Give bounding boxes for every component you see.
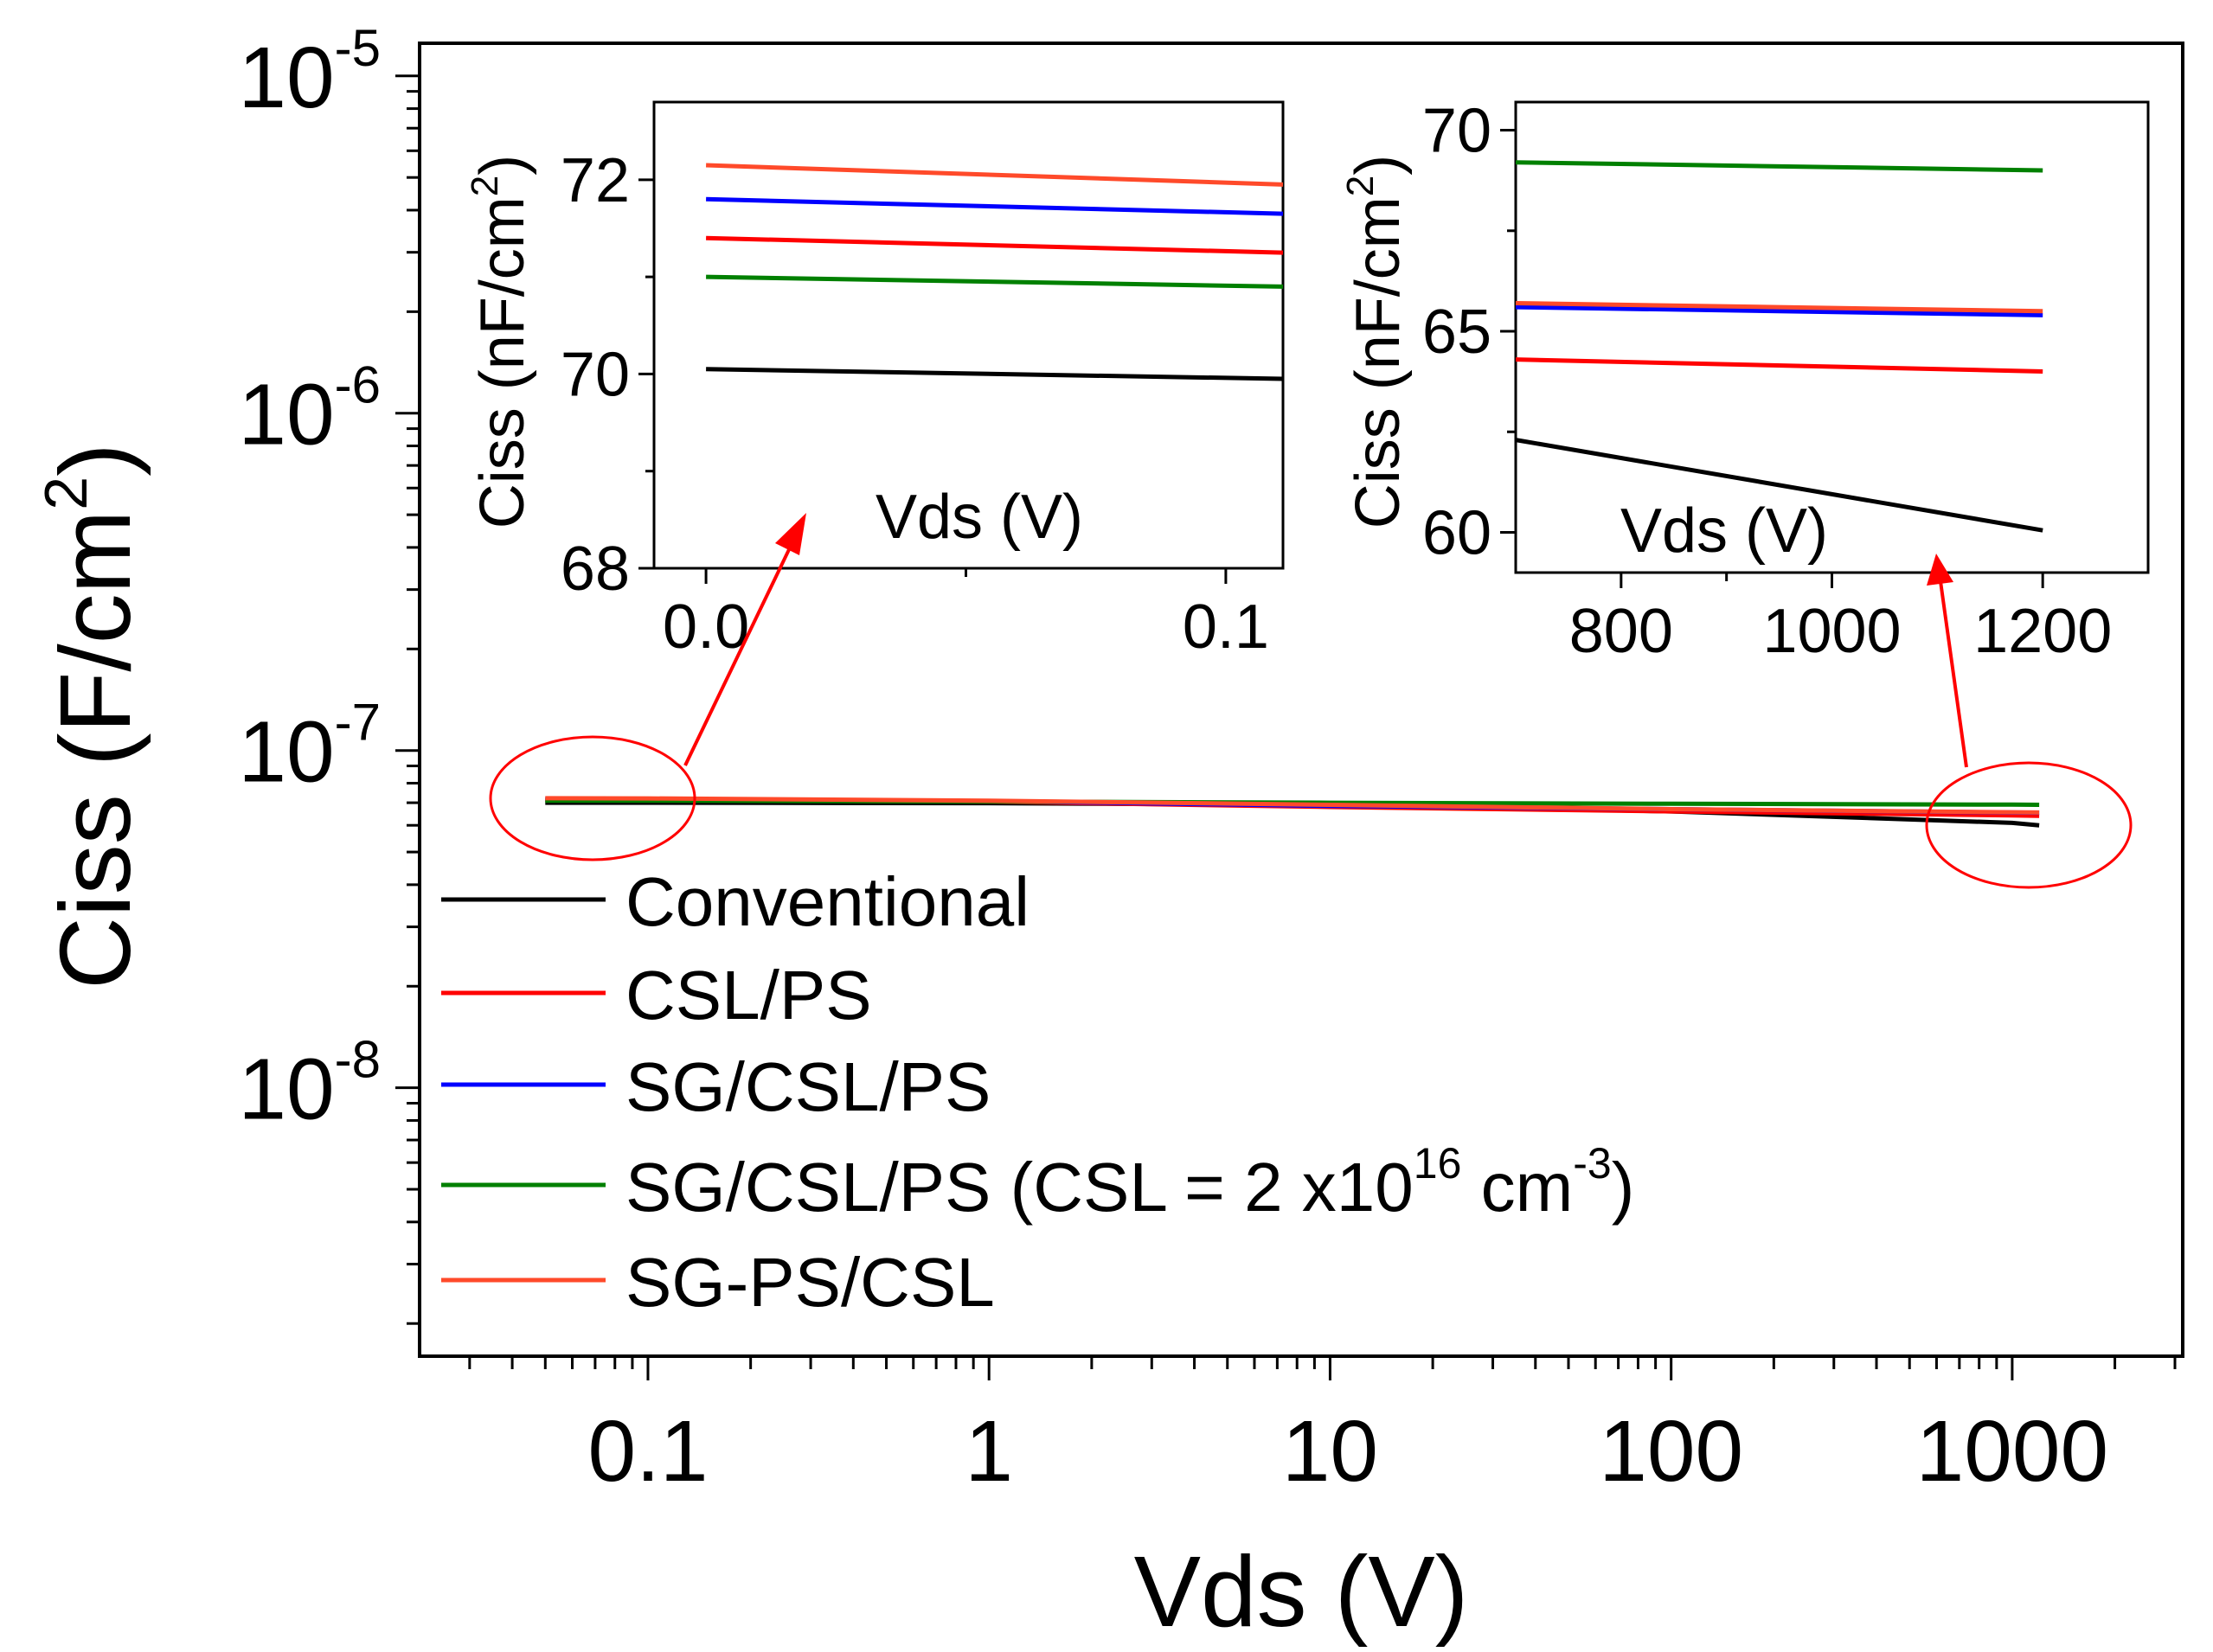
x-tick-label: 1: [965, 1403, 1013, 1500]
x-axis-title: Vds (V): [1134, 1535, 1469, 1648]
legend-label: SG/CSL/PS (CSL = 2 x1016 cm-3): [625, 1139, 1634, 1226]
main-plot-frame: [418, 42, 2184, 1358]
y-tick-label: 10-7: [238, 694, 381, 801]
inset-y-axis-title-sup: 2: [464, 176, 506, 196]
legend-label-sup: 16: [1414, 1139, 1462, 1188]
legend-label-text: cm: [1461, 1149, 1573, 1226]
inset-x-tick-label: 800: [1569, 597, 1673, 666]
inset-y-axis-title-main: Ciss (nF/cm: [1344, 196, 1413, 528]
y-tick-label: 10-8: [238, 1031, 381, 1138]
x-tick-label: 1000: [1916, 1403, 2108, 1500]
legend-label: Conventional: [625, 863, 1030, 940]
inset-chart-high-vds: 800 1000 1200 60 65 70 Vds (V) Ciss (nF/cm2): [1339, 97, 2150, 666]
inset-frame: [652, 100, 1285, 570]
legend-label-text: Conventional: [625, 863, 1030, 940]
y-tick-label: 10-6: [238, 356, 381, 464]
legend-label-text: SG/CSL/PS: [625, 1048, 991, 1125]
x-tick-label: 0.1: [587, 1403, 708, 1500]
inset-series-line: [706, 163, 1284, 187]
inset-y-axis-title: Ciss (nF/cm2): [1339, 155, 1413, 528]
arrow-head-left: [775, 513, 806, 555]
inset-series-line: [706, 235, 1284, 255]
inset-y-axis-title-sup: 2: [1339, 176, 1382, 196]
legend-label-text: SG/CSL/PS (CSL = 2 x10: [625, 1149, 1414, 1226]
inset-y-tick-label: 68: [561, 535, 630, 604]
y-tick-exponent: -6: [335, 356, 381, 414]
arrow-line-left: [683, 540, 795, 766]
inset-y-axis-title-main: Ciss (nF/cm: [468, 196, 537, 528]
inset-series-line: [1515, 160, 2043, 173]
inset-series-line: [1515, 438, 2043, 533]
y-tick-base: 10: [238, 367, 334, 464]
x-tick-label: 100: [1599, 1403, 1743, 1500]
inset-x-axis-title: Vds (V): [876, 483, 1083, 552]
y-tick-base: 10: [238, 1041, 334, 1138]
inset-x-tick-label: 0.1: [1183, 592, 1269, 662]
legend-label: SG/CSL/PS: [625, 1048, 991, 1125]
y-axis-title-close: ): [39, 443, 151, 477]
inset-y-tick-label: 70: [561, 340, 630, 409]
legend-label-sup: -3: [1573, 1139, 1611, 1188]
inset-y-tick-label: 70: [1422, 97, 1491, 166]
legend-label-text: SG-PS/CSL: [625, 1244, 995, 1321]
y-tick-base: 10: [238, 29, 334, 126]
arrow-line-right: [1939, 580, 1968, 768]
legend-label-text: CSL/PS: [625, 957, 872, 1034]
inset-y-axis-title: Ciss (nF/cm2): [464, 155, 537, 528]
inset-y-tick-label: 60: [1422, 499, 1491, 568]
legend-label: CSL/PS: [625, 957, 872, 1034]
inset-x-axis-title: Vds (V): [1620, 496, 1828, 566]
inset-x-tick-label: 0.0: [663, 592, 749, 662]
inset-series-line: [706, 274, 1284, 289]
inset-chart-low-vds: 0.0 0.1 68 70 72 Vds (V) Ciss (nF/cm2): [464, 100, 1285, 662]
y-tick-exponent: -7: [335, 694, 381, 752]
inset-series-line: [1515, 301, 2043, 314]
arrow-head-right: [1927, 554, 1953, 586]
legend-label-text: ): [1612, 1149, 1635, 1226]
inset-y-axis-title-close: ): [1344, 155, 1413, 176]
highlight-ellipse-high: [1925, 761, 2133, 889]
inset-series-line: [706, 367, 1284, 381]
legend: Conventional CSL/PS SG/CSL/PS SG/CSL/PS (CS…: [441, 863, 1634, 1321]
y-tick-exponent: -8: [335, 1031, 381, 1089]
inset-x-tick-label: 1000: [1762, 597, 1901, 666]
y-axis-title-sup: 2: [32, 477, 99, 510]
y-axis-title-main: Ciss (F/cm: [39, 510, 151, 989]
x-tick-label: 10: [1282, 1403, 1378, 1500]
inset-series-line: [1515, 304, 2043, 317]
legend-label: SG-PS/CSL: [625, 1244, 995, 1321]
y-tick-exponent: -5: [335, 19, 381, 77]
annotations: [489, 513, 2133, 889]
highlight-ellipse-low: [489, 735, 696, 861]
inset-y-tick-label: 72: [561, 146, 630, 215]
y-tick-label: 10-5: [238, 19, 381, 126]
inset-series-line: [1515, 357, 2043, 374]
inset-x-tick-label: 1200: [1973, 597, 2112, 666]
y-tick-base: 10: [238, 704, 334, 801]
series-line: [545, 796, 2040, 815]
inset-y-tick-label: 65: [1422, 298, 1491, 367]
inset-series-line: [706, 196, 1284, 216]
inset-y-axis-title-close: ): [468, 155, 537, 176]
y-axis-title: Ciss (F/cm2): [32, 443, 151, 989]
